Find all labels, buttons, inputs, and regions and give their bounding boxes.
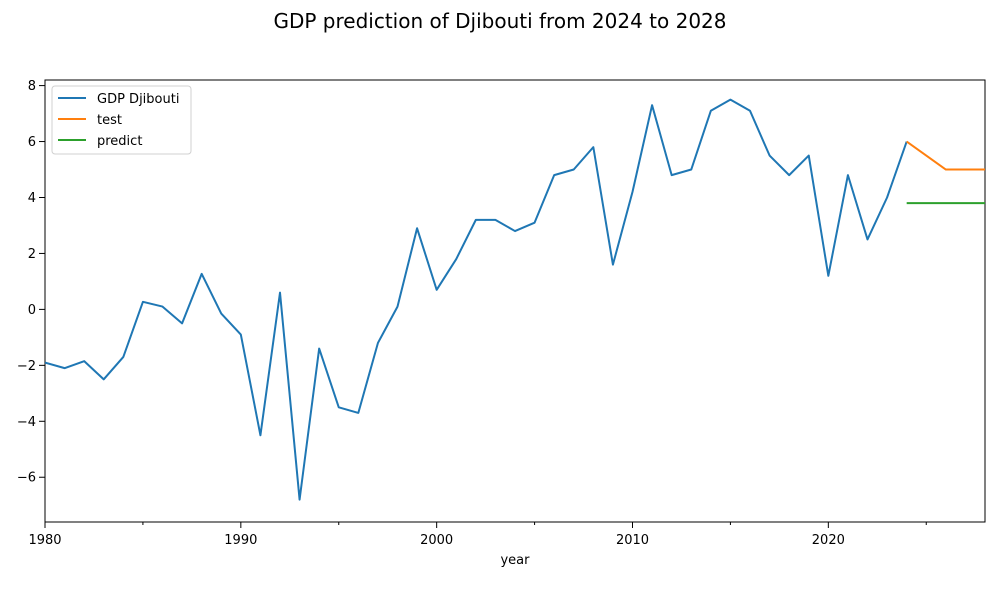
plot-area-border xyxy=(44,79,986,523)
series-line-gdp-djibouti xyxy=(45,98,908,501)
y-tick-label: 6 xyxy=(28,135,36,150)
x-tick-label: 2000 xyxy=(420,533,453,548)
legend-label-gdp: GDP Djibouti xyxy=(97,92,179,107)
y-tick-label: −6 xyxy=(17,471,36,486)
y-axis-ticks: −6 −4 −2 0 2 4 6 8 xyxy=(17,79,45,486)
legend-label-test: test xyxy=(97,113,122,128)
x-tick-label: 2010 xyxy=(616,533,649,548)
x-tick-label: 1980 xyxy=(28,533,61,548)
chart-title: GDP prediction of Djibouti from 2024 to … xyxy=(273,9,726,33)
legend-box xyxy=(51,85,192,155)
x-tick-label: 1990 xyxy=(224,533,257,548)
y-tick-label: 4 xyxy=(28,191,36,206)
x-axis-ticks: 1980 1990 2000 2010 2020 xyxy=(28,522,927,548)
legend-label-predict: predict xyxy=(97,134,142,149)
x-axis-label: year xyxy=(500,553,530,568)
legend: GDP Djibouti test predict xyxy=(51,85,192,155)
x-tick-label: 2020 xyxy=(812,533,845,548)
y-tick-label: −2 xyxy=(17,359,36,374)
axes-frame xyxy=(44,79,986,523)
series-layer xyxy=(45,98,985,501)
y-tick-label: −4 xyxy=(17,415,36,430)
series-line-test xyxy=(906,140,985,171)
y-tick-label: 2 xyxy=(28,247,36,262)
y-tick-label: 0 xyxy=(28,303,36,318)
y-tick-label: 8 xyxy=(28,79,36,94)
